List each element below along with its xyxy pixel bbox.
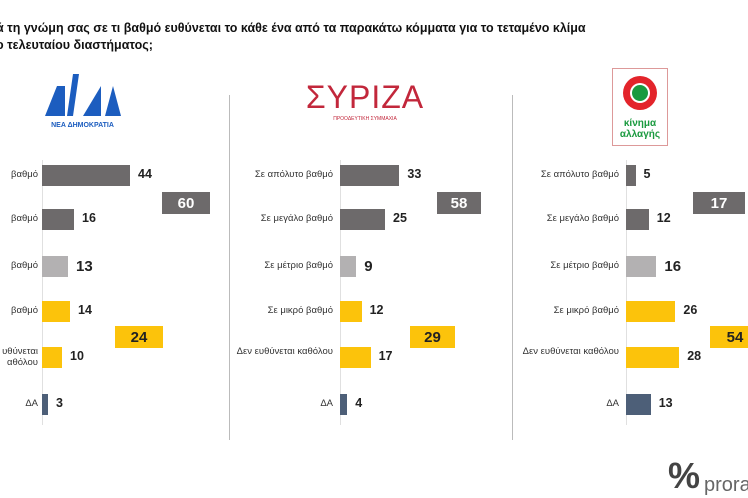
divider [512, 95, 513, 440]
bar [340, 165, 400, 186]
axis-line [42, 160, 43, 425]
category-label: Δεν ευθύνεται καθόλου [236, 346, 333, 357]
bar [42, 209, 74, 230]
category-label: βαθμό [11, 260, 38, 271]
summary-box: 17 [693, 192, 745, 214]
summary-box: 24 [115, 326, 163, 348]
title-line-1: ά τη γνώμη σας σε τι βαθμό ευθύνεται το … [0, 21, 586, 35]
percent-icon: % [668, 455, 701, 496]
bar [42, 394, 48, 415]
bar [42, 165, 130, 186]
bar-value-label: 16 [82, 211, 96, 225]
bar [42, 256, 68, 277]
bar [340, 256, 357, 277]
axis-line [340, 160, 341, 425]
bar-value-label: 26 [683, 303, 698, 317]
bar-value-label: 25 [393, 211, 407, 225]
bar [340, 394, 348, 415]
bar-value-label: 5 [643, 167, 651, 181]
nd-logo: ΝΕΑ ΔΗΜΟΚΡΑΤΙΑ [40, 72, 125, 129]
axis-line [626, 160, 627, 425]
summary-box: 54 [710, 326, 748, 348]
question-title: ά τη γνώμη σας σε τι βαθμό ευθύνεται το … [0, 20, 586, 54]
category-label: ΔΑ [320, 398, 333, 409]
bar-value-label: 12 [369, 303, 384, 317]
syriza-logo: ΣΥΡΙΖΑ ΠΡΟΟΔΕΥΤΙΚΗ ΣΥΜΜΑΧΙΑ [300, 78, 430, 122]
bar [626, 165, 636, 186]
divider [229, 95, 230, 440]
summary-box: 29 [410, 326, 455, 348]
summary-box: 60 [162, 192, 210, 214]
bar [626, 209, 649, 230]
summary-box: 58 [437, 192, 481, 214]
category-label: βαθμό [11, 305, 38, 316]
category-label: Σε απόλυτο βαθμό [254, 169, 333, 180]
bar [340, 209, 385, 230]
category-label: Σε μέτριο βαθμό [264, 260, 333, 271]
category-label: βαθμό [11, 213, 38, 224]
category-label: ΔΑ [25, 398, 38, 409]
category-label: ΔΑ [606, 398, 619, 409]
bar [626, 301, 676, 322]
title-line-2: ο τελευταίου διαστήματος; [0, 38, 153, 52]
category-label: Σε απόλυτο βαθμό [540, 169, 619, 180]
category-label: βαθμό [11, 169, 38, 180]
bar-value-label: 3 [56, 396, 63, 410]
bar [340, 301, 362, 322]
bar [626, 347, 680, 368]
bar [626, 256, 657, 277]
bar-value-label: 10 [70, 349, 84, 363]
category-label: Σε μικρό βαθμό [553, 305, 619, 316]
prorata-logo: % prorata [668, 455, 748, 497]
bar-value-label: 44 [138, 167, 152, 181]
bar-value-label: 16 [664, 258, 682, 275]
bar-value-label: 13 [76, 258, 93, 275]
bar [42, 301, 70, 322]
bar-value-label: 33 [407, 167, 422, 181]
syriza-logo-text: ΣΥΡΙΖΑ [305, 79, 425, 115]
bar-value-label: 14 [78, 303, 92, 317]
bar-value-label: 17 [378, 349, 393, 363]
nd-logo-text: ΝΕΑ ΔΗΜΟΚΡΑΤΙΑ [51, 122, 114, 129]
bar-value-label: 4 [355, 396, 363, 410]
kinal-logo-text: κίνημα αλλαγής [619, 118, 661, 140]
category-label: Δεν ευθύνεται καθόλου [522, 346, 619, 357]
bar [626, 394, 651, 415]
category-label: Σε μέτριο βαθμό [550, 260, 619, 271]
bar [340, 347, 371, 368]
bar-value-label: 12 [656, 211, 671, 225]
category-label: Σε μικρό βαθμό [267, 305, 333, 316]
bar-value-label: 9 [364, 258, 373, 275]
bar [42, 347, 62, 368]
prorata-logo-text: prorata [704, 474, 748, 496]
kinal-logo: κίνημα αλλαγής [612, 68, 668, 146]
category-label: Σε μεγάλο βαθμό [546, 213, 619, 224]
category-label: υθύνεται αθόλου [2, 346, 38, 368]
bar-value-label: 28 [687, 349, 702, 363]
bar-value-label: 13 [658, 396, 673, 410]
category-label: Σε μεγάλο βαθμό [260, 213, 333, 224]
syriza-logo-sub: ΠΡΟΟΔΕΥΤΙΚΗ ΣΥΜΜΑΧΙΑ [333, 116, 397, 122]
